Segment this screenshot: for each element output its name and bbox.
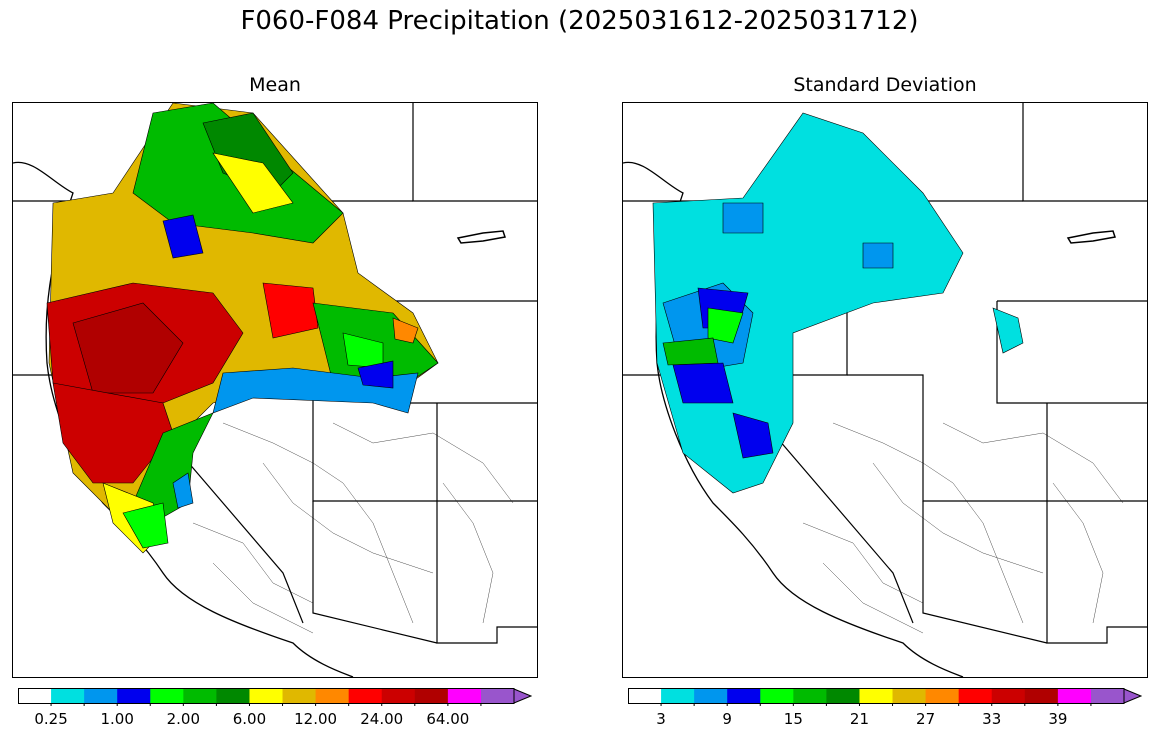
- figure-title: F060-F084 Precipitation (2025031612-2025…: [240, 6, 919, 36]
- colorbar-segment: [925, 689, 960, 703]
- colorbar-tick-label: 9: [722, 710, 732, 728]
- colorbar-segment: [1024, 689, 1059, 703]
- colorbar-tick-label: 64.00: [426, 710, 470, 728]
- colorbar-segment: [480, 689, 515, 703]
- colorbar-segment: [216, 689, 250, 703]
- colorbar-tick-label: 12.00: [294, 710, 338, 728]
- colorbar-segment: [117, 689, 151, 703]
- colorbar-segment: [249, 689, 284, 703]
- colorbar-segment: [381, 689, 416, 703]
- colorbar-segment: [414, 689, 449, 703]
- colorbar-segment: [315, 689, 350, 703]
- colorbar-mean: [18, 688, 532, 706]
- colorbar-segment: [727, 689, 761, 703]
- colorbar-segment: [51, 689, 85, 703]
- colorbar-mean-labels: 0.25 1.00 2.00 6.00 12.00 24.00 64.00: [18, 710, 532, 730]
- colorbar-segment: [661, 689, 695, 703]
- colorbar-segment: [892, 689, 927, 703]
- colorbar-segment: [694, 689, 728, 703]
- colorbar-tick-label: 27: [916, 710, 936, 728]
- colorbar-tick-label: 33: [982, 710, 1002, 728]
- colorbar-tick-label: 3: [656, 710, 666, 728]
- colorbar-tick-label: 2.00: [166, 710, 201, 728]
- colorbar-segment: [1057, 689, 1092, 703]
- colorbar-segment: [282, 689, 317, 703]
- colorbar-extend-arrow: [1123, 688, 1142, 704]
- colorbar-segment: [826, 689, 860, 703]
- colorbar-segment: [991, 689, 1026, 703]
- colorbar-segment: [859, 689, 894, 703]
- colorbar-stddev-labels: 3 9 15 21 27 33 39: [628, 710, 1142, 730]
- colorbar-segment: [18, 689, 52, 703]
- map-mean: [12, 102, 538, 678]
- panel-title-mean: Mean: [249, 74, 301, 96]
- panel-title-stddev: Standard Deviation: [793, 74, 977, 96]
- colorbar-segment: [760, 689, 794, 703]
- colorbar-segment: [84, 689, 118, 703]
- colorbar-stddev: [628, 688, 1142, 706]
- colorbar-tick-label: 24.00: [360, 710, 404, 728]
- colorbar-segment: [628, 689, 662, 703]
- colorbar-segment: [348, 689, 383, 703]
- colorbar-tick-label: 39: [1048, 710, 1068, 728]
- map-mean-svg: [13, 103, 537, 677]
- colorbar-extend-arrow: [513, 688, 532, 704]
- colorbar-tick-label: 15: [783, 710, 803, 728]
- colorbar-segment: [447, 689, 482, 703]
- colorbar-segment: [183, 689, 217, 703]
- map-stddev: [622, 102, 1148, 678]
- colorbar-tick-label: 0.25: [34, 710, 68, 728]
- colorbar-segment: [793, 689, 827, 703]
- colorbar-segment: [958, 689, 993, 703]
- colorbar-tick-label: 6.00: [232, 710, 267, 728]
- colorbar-tick-label: 1.00: [100, 710, 134, 728]
- colorbar-tick-label: 21: [849, 710, 869, 728]
- map-stddev-svg: [623, 103, 1147, 677]
- colorbar-segment: [1090, 689, 1125, 703]
- colorbar-segment: [150, 689, 184, 703]
